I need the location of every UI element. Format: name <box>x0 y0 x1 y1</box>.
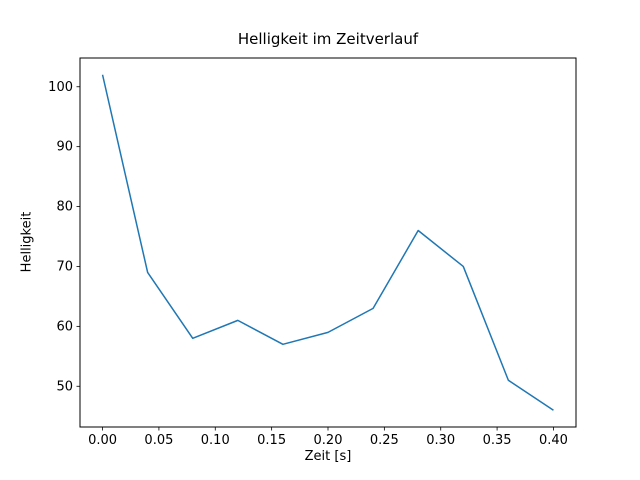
x-tick-label: 0.00 <box>88 433 117 448</box>
y-tick-label: 80 <box>56 200 73 215</box>
plot-frame <box>79 57 577 428</box>
y-tick-label: 90 <box>56 140 73 155</box>
y-axis-label: Helligkeit <box>19 211 35 273</box>
x-tick-label: 0.30 <box>426 433 455 448</box>
y-tick-label: 100 <box>48 80 73 95</box>
x-tick-label: 0.05 <box>144 433 173 448</box>
x-axis-label: Zeit [s] <box>304 449 352 464</box>
x-tick-label: 0.35 <box>483 433 512 448</box>
chart-title: Helligkeit im Zeitverlauf <box>237 30 419 48</box>
x-tick-label: 0.20 <box>314 433 343 448</box>
x-tick-label: 0.15 <box>257 433 286 448</box>
x-tick-label: 0.40 <box>539 433 568 448</box>
y-tick-label: 50 <box>56 379 73 394</box>
x-tick-label: 0.10 <box>201 433 230 448</box>
y-tick-label: 70 <box>56 259 73 274</box>
brightness-line <box>101 74 554 411</box>
x-tick-label: 0.25 <box>370 433 399 448</box>
y-tick-label: 60 <box>56 319 73 334</box>
